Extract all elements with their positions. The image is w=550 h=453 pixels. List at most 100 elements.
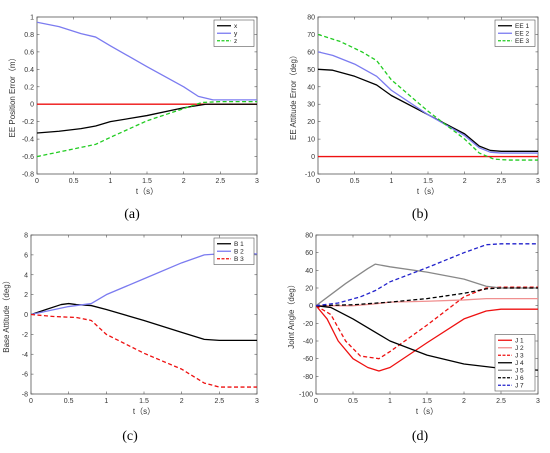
series-line-j6 — [316, 287, 538, 307]
panel-label: (c) — [122, 429, 138, 444]
chart-panel-4: 0 0.5 1 1.5 2 2.5 3 -100 -80 -60 -40 -20 0 20 40 60 80 t（… — [287, 233, 540, 445]
legend-entry: EE 1 — [515, 23, 529, 30]
data-layer — [37, 21, 257, 158]
legend-entry: J 3 — [515, 353, 524, 360]
panel-label: (b) — [412, 207, 429, 222]
y-tick-label: -80 — [303, 374, 313, 381]
y-tick-label: 0 — [309, 303, 313, 310]
legend-box — [494, 19, 536, 47]
y-tick-label: -2 — [22, 332, 28, 339]
legend: B 1B 2B 3 — [213, 237, 255, 265]
y-tick-label: 40 — [305, 268, 313, 275]
legend-entry: J 6 — [515, 375, 524, 382]
y-tick-label: 80 — [307, 15, 315, 22]
panel-label: (d) — [412, 429, 429, 444]
series-line-ee3 — [318, 33, 538, 161]
series-line-j3 — [316, 286, 538, 360]
series-line-b3 — [31, 313, 257, 388]
y-tick-label: -10 — [305, 172, 315, 179]
y-tick-label: 70 — [307, 32, 315, 39]
y-tick-label: 1 — [30, 15, 34, 22]
x-tick-label: 1.5 — [423, 178, 433, 185]
x-tick-label: 2.5 — [214, 398, 224, 405]
y-tick-label: 60 — [307, 49, 315, 56]
x-tick-label: 2.5 — [496, 178, 506, 185]
chart-panel-2: 0 0.5 1 1.5 2 2.5 3-1001020304050607080t（s）EE … — [289, 15, 540, 223]
y-axis-label: EE Attitude Error（deg） — [289, 51, 298, 140]
legend: J 1J 2J 3J 4J 5J 6J 7 — [494, 334, 536, 392]
x-tick-label: 3 — [536, 398, 540, 405]
y-tick-label: -0.8 — [22, 172, 34, 179]
legend-entry: B 3 — [234, 256, 244, 263]
legend-entry: J 4 — [515, 360, 524, 367]
x-tick-label: 2.5 — [215, 178, 225, 185]
y-tick-label: -0.6 — [22, 154, 34, 161]
series-line-j7 — [316, 243, 538, 307]
legend-entry: J 2 — [515, 345, 524, 352]
y-tick-label: -0.4 — [22, 137, 34, 144]
y-tick-label: 20 — [307, 119, 315, 126]
x-tick-label: 0.5 — [350, 178, 360, 185]
series-line-j2 — [316, 297, 538, 307]
x-tick-label: 1.5 — [139, 398, 149, 405]
y-tick-label: 50 — [307, 67, 315, 74]
legend-entry: J 5 — [515, 368, 524, 375]
series-line-j1 — [316, 305, 538, 372]
data-layer — [318, 33, 538, 161]
y-tick-label: -0.2 — [22, 119, 34, 126]
series-line-y — [37, 21, 257, 101]
legend-entry: z — [234, 38, 237, 45]
y-tick-label: 40 — [307, 84, 315, 91]
y-tick-label: -20 — [303, 321, 313, 328]
y-tick-label: -6 — [22, 372, 28, 379]
x-tick-label: 2 — [463, 178, 467, 185]
y-tick-label: 8 — [24, 233, 28, 240]
chart-panel-1: 0 0.5 1 1.5 2 2.5 3 -0.8 -0.6 -0.4 -0.2 0 0.2 0.4 0.6 0… — [8, 15, 259, 223]
x-tick-label: 1 — [108, 178, 112, 185]
x-tick-label: 0 — [35, 178, 39, 185]
chart-panel-3: 0 0.5 1 1.5 2 2.5 3 -8 -6 -4 -2 0 2 4 6 8 t（s） Base Attit… — [2, 233, 259, 445]
legend-entry: y — [234, 31, 238, 38]
x-tick-label: 0.5 — [64, 398, 74, 405]
y-tick-label: 80 — [305, 233, 313, 240]
legend-entry: J 1 — [515, 338, 524, 345]
y-tick-label: 0.2 — [24, 84, 34, 91]
x-tick-label: 0.5 — [348, 398, 358, 405]
x-tick-label: 0.5 — [69, 178, 79, 185]
legend-entry: J 7 — [515, 383, 524, 390]
legend: xyz — [213, 19, 255, 47]
x-tick-label: 1 — [389, 178, 393, 185]
x-tick-label: 0 — [29, 398, 33, 405]
y-tick-label: 4 — [24, 272, 28, 279]
legend-entry: B 1 — [234, 241, 244, 248]
y-tick-label: 10 — [307, 137, 315, 144]
y-axis-label: Joint Angle（deg） — [287, 280, 296, 349]
x-tick-label: 2.5 — [496, 398, 506, 405]
series-line-j5 — [316, 263, 538, 307]
x-tick-label: 0 — [316, 178, 320, 185]
legend-entry: EE 2 — [515, 31, 529, 38]
y-axis-label: EE Position Error（m） — [8, 53, 17, 137]
x-tick-label: 2 — [182, 178, 186, 185]
x-tick-label: 1.5 — [422, 398, 432, 405]
x-axis-label: t（s） — [133, 407, 155, 416]
x-tick-label: 0 — [314, 398, 318, 405]
series-line-ee2 — [318, 51, 538, 154]
x-tick-label: 3 — [255, 178, 259, 185]
legend: EE 1EE 2EE 3 — [494, 19, 536, 47]
y-tick-label: 2 — [24, 292, 28, 299]
y-tick-label: 0 — [311, 154, 315, 161]
y-tick-label: 60 — [305, 250, 313, 257]
y-tick-label: -60 — [303, 356, 313, 363]
data-layer — [316, 243, 538, 372]
y-tick-label: 0.4 — [24, 67, 34, 74]
x-tick-label: 1 — [388, 398, 392, 405]
x-tick-label: 2 — [462, 398, 466, 405]
series-line-x — [37, 103, 257, 134]
y-tick-label: 0.6 — [24, 49, 34, 56]
x-axis-label: t（s） — [136, 187, 158, 196]
x-axis-label: t（s） — [416, 407, 438, 416]
series-line-j4 — [316, 305, 538, 371]
series-line-b1 — [31, 302, 257, 341]
